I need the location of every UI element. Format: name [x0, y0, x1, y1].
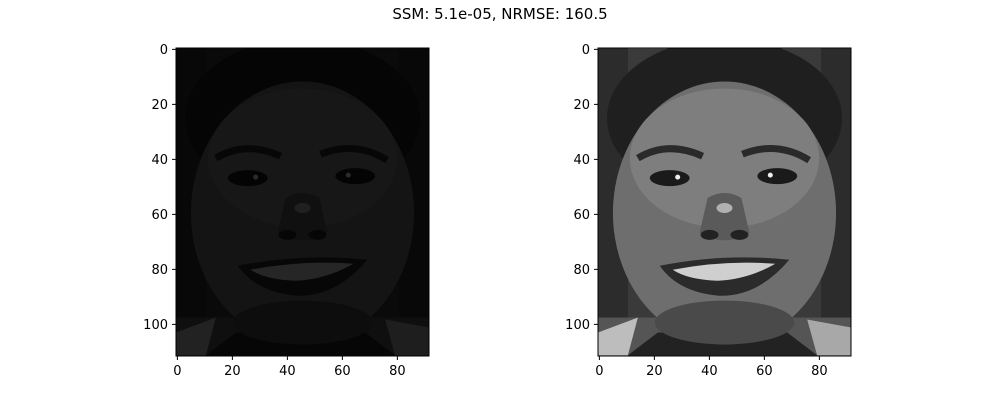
right-y-tick-label: 80 — [573, 263, 590, 278]
right-axes: 0 20 40 60 80 0 20 40 60 80 100 — [565, 43, 827, 379]
left-frame — [175, 47, 430, 357]
right-x-tick-label: 0 — [595, 364, 603, 379]
left-panel: 0 20 40 60 80 0 20 40 60 80 100 — [143, 43, 430, 379]
right-frame — [597, 47, 852, 357]
right-x-tick-label: 40 — [701, 364, 718, 379]
left-x-tick-label: 40 — [279, 364, 296, 379]
left-y-tick-label: 100 — [143, 318, 168, 333]
left-image — [176, 48, 429, 356]
right-image — [598, 39, 851, 356]
right-panel: 0 20 40 60 80 0 20 40 60 80 100 — [565, 39, 852, 379]
left-x-tick-label: 80 — [389, 364, 406, 379]
right-x-tick-label: 60 — [756, 364, 773, 379]
right-x-tick-label: 80 — [811, 364, 828, 379]
left-x-tick-label: 20 — [224, 364, 241, 379]
right-y-tick-label: 0 — [582, 43, 590, 58]
right-y-tick-label: 20 — [573, 98, 590, 113]
left-x-tick-label: 60 — [334, 364, 351, 379]
right-y-tick-label: 40 — [573, 153, 590, 168]
right-x-tick-label: 20 — [646, 364, 663, 379]
left-y-tick-label: 0 — [160, 43, 168, 58]
left-y-tick-label: 60 — [151, 208, 168, 223]
figure-title: SSM: 5.1e-05, NRMSE: 160.5 — [392, 5, 608, 23]
left-y-tick-label: 40 — [151, 153, 168, 168]
left-axes: 0 20 40 60 80 0 20 40 60 80 100 — [143, 43, 405, 379]
right-y-tick-label: 100 — [565, 318, 590, 333]
left-x-tick-label: 0 — [173, 364, 181, 379]
left-y-tick-label: 20 — [151, 98, 168, 113]
right-y-tick-label: 60 — [573, 208, 590, 223]
left-y-tick-label: 80 — [151, 263, 168, 278]
